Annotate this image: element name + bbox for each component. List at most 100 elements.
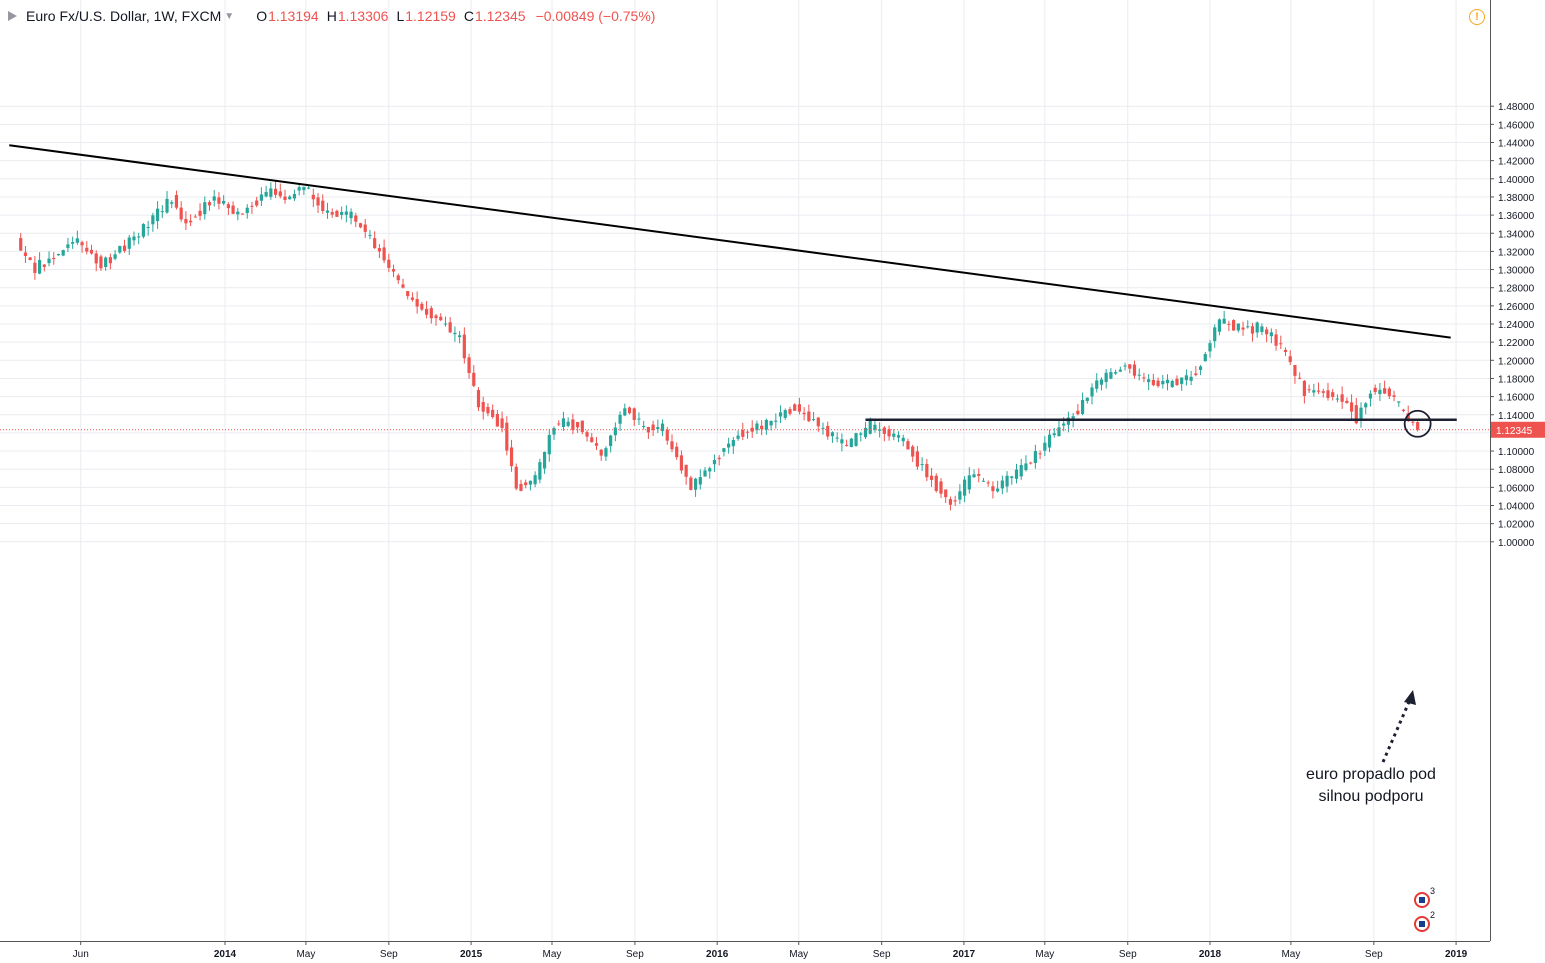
candle <box>576 421 580 433</box>
candle-body <box>231 205 235 214</box>
candle <box>953 495 957 507</box>
candle-body <box>382 247 386 261</box>
low-label: L <box>396 8 405 24</box>
price-tick-label: 1.02000 <box>1498 520 1535 531</box>
candle-body <box>151 215 155 225</box>
candle-body <box>514 466 518 489</box>
candle-body <box>736 435 740 439</box>
candle <box>283 189 287 204</box>
candle-body <box>868 420 872 434</box>
candle-body <box>1416 422 1420 430</box>
candle <box>1014 463 1019 484</box>
candle <box>1194 366 1198 377</box>
candle-body <box>89 249 94 254</box>
candle-body <box>264 191 268 197</box>
highlight-circle[interactable] <box>1403 409 1432 438</box>
candle-body <box>755 423 759 431</box>
candle <box>962 476 967 503</box>
candle-body <box>845 444 849 446</box>
candle <box>845 439 849 447</box>
candle-body <box>217 197 221 204</box>
candle-body <box>1345 400 1349 404</box>
candle-body <box>335 210 339 217</box>
candle <box>273 181 278 198</box>
alert-icon[interactable]: ! <box>1469 9 1485 25</box>
candle <box>1298 372 1302 380</box>
candle <box>981 478 986 482</box>
candle <box>1416 421 1420 432</box>
candle <box>948 496 953 511</box>
candle <box>1378 383 1382 402</box>
candle-body <box>1354 405 1358 424</box>
annotation-arrow[interactable] <box>1381 701 1411 763</box>
candle <box>727 437 731 454</box>
candle-body <box>415 299 419 307</box>
candle-body <box>778 412 783 417</box>
trend-lines <box>0 144 1490 431</box>
candle-body <box>623 408 627 416</box>
candle <box>174 190 179 210</box>
candle <box>1312 383 1316 397</box>
candle-body <box>835 437 839 439</box>
economic-event-flag-icon[interactable]: 2 <box>1412 910 1435 936</box>
candle-body <box>1231 320 1236 331</box>
candle-body <box>476 390 481 408</box>
candle <box>297 183 301 196</box>
candle-body <box>1038 453 1042 455</box>
candle-body <box>1118 369 1122 372</box>
close-value: 1.12345 <box>474 8 526 24</box>
candle <box>996 480 1000 493</box>
economic-event-flag-icon[interactable]: 3 <box>1412 886 1435 912</box>
candle-body <box>56 253 61 256</box>
candle <box>1052 427 1056 438</box>
time-tick-label: 2015 <box>460 949 483 960</box>
candle <box>170 200 174 209</box>
candle-body <box>934 475 938 491</box>
candle <box>321 194 325 214</box>
candle <box>708 466 712 479</box>
candle-body <box>137 236 141 238</box>
candle <box>66 237 70 253</box>
symbol-title[interactable]: Euro Fx/U.S. Dollar, 1W, FXCM <box>26 8 222 24</box>
candle <box>311 188 315 208</box>
candle <box>19 233 23 251</box>
time-axis[interactable]: Jun 2014 May Sep 2015 May Sep 2016 May Sep 2017 May… <box>0 941 1490 960</box>
time-tick-label: Sep <box>1119 949 1137 960</box>
candle <box>509 439 514 472</box>
candle <box>670 434 674 453</box>
candle <box>193 214 197 218</box>
candle-body <box>793 404 797 411</box>
candle <box>226 202 230 216</box>
candle-body <box>1109 372 1113 379</box>
high-label: H <box>326 8 337 24</box>
candle-body <box>604 448 608 457</box>
chevron-down-icon[interactable]: ▼ <box>224 10 235 22</box>
candle-body <box>698 477 702 485</box>
candle <box>75 230 79 245</box>
candle <box>155 201 160 229</box>
candle-body <box>1359 407 1363 420</box>
time-tick-label: 2014 <box>214 949 237 960</box>
candle-body <box>1312 390 1316 393</box>
candle <box>1128 364 1132 374</box>
candle <box>23 245 28 263</box>
candle <box>769 420 773 431</box>
resistance-trend-line[interactable] <box>9 144 1451 339</box>
candle-body <box>811 419 816 421</box>
candle-body <box>1269 332 1273 337</box>
candle-body <box>1095 380 1099 389</box>
candle-body <box>1293 365 1297 376</box>
candle <box>448 317 452 334</box>
candle-body <box>377 248 381 252</box>
candle-body <box>273 188 278 195</box>
candle-body <box>1114 372 1118 374</box>
price-axis[interactable]: 1.48000 1.46000 1.44000 1.42000 1.40000 1.380… <box>1490 0 1545 941</box>
candle-body <box>443 323 448 325</box>
candle <box>1349 394 1354 420</box>
price-tick-label: 1.20000 <box>1498 356 1535 367</box>
price-tick-label: 1.38000 <box>1498 193 1535 204</box>
candle-body <box>1029 462 1033 464</box>
candle <box>722 447 726 457</box>
candle-body <box>1137 374 1141 376</box>
